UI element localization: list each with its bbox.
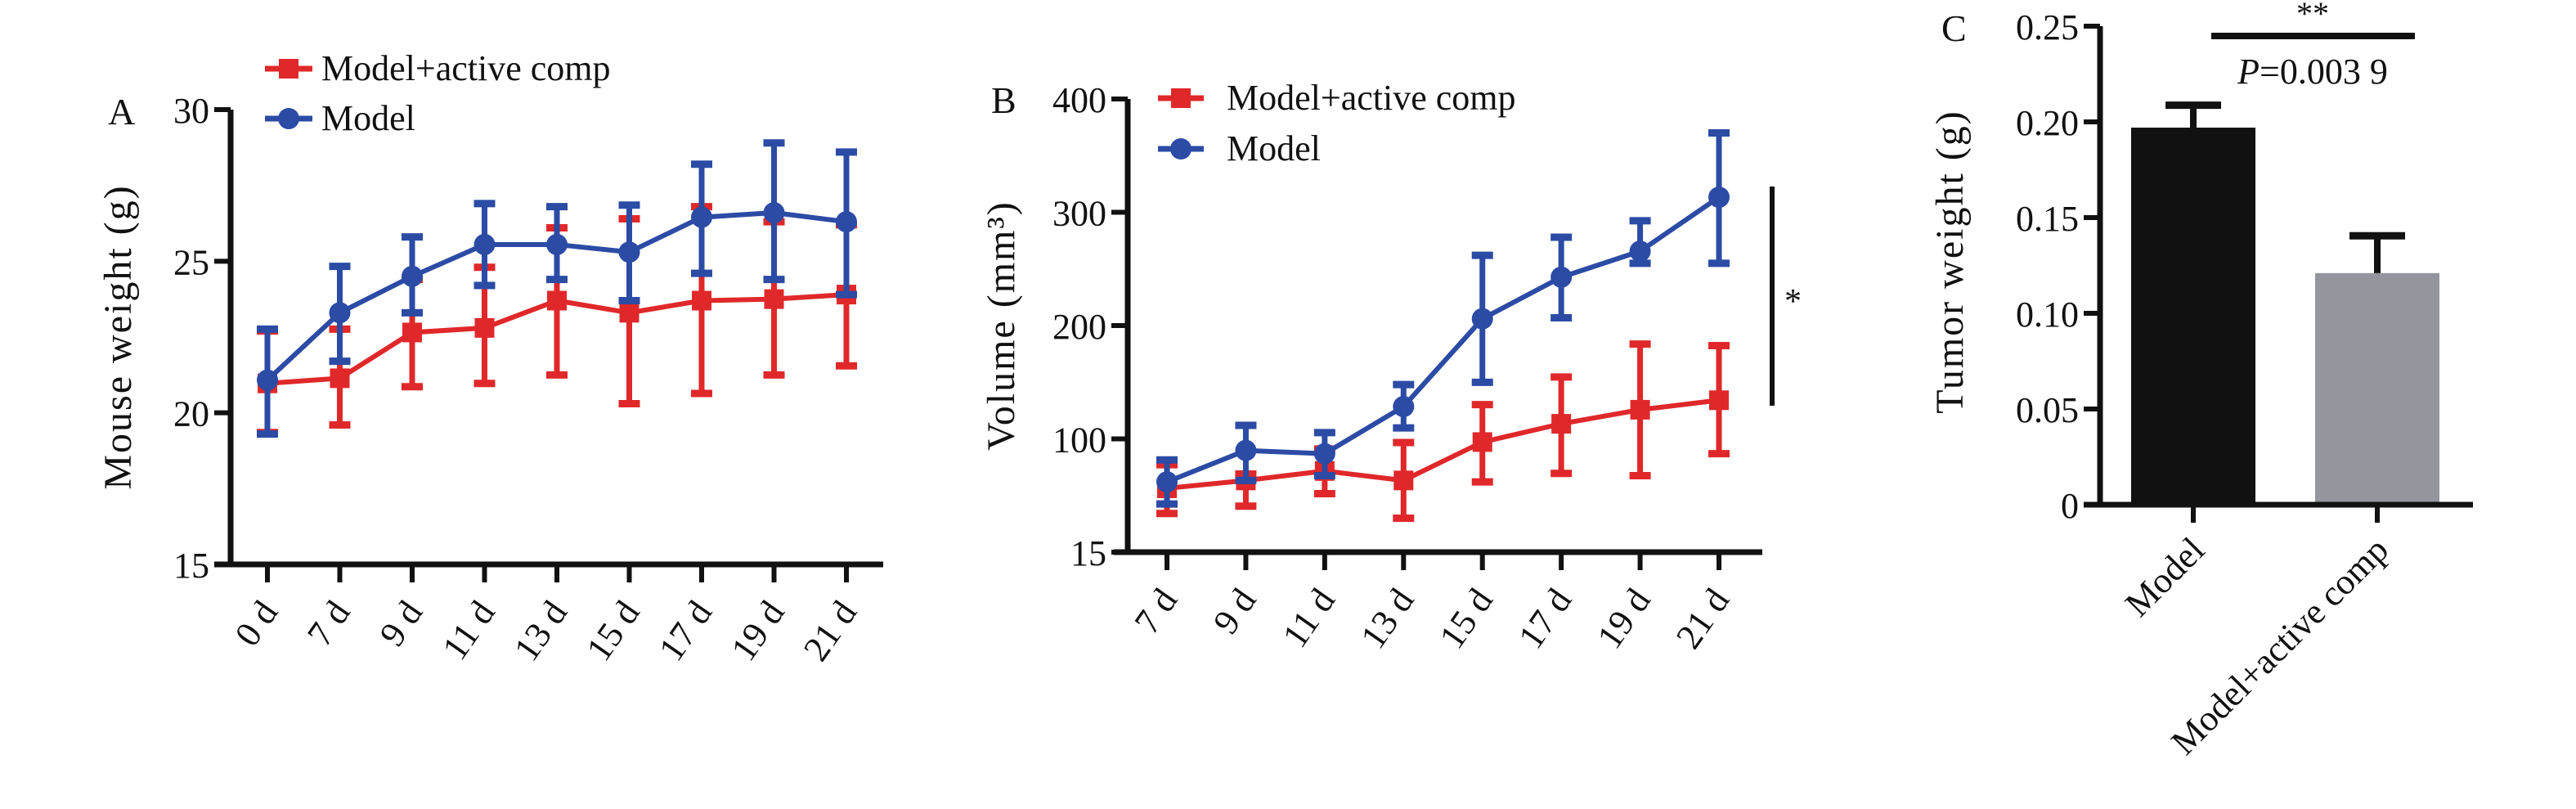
data-point-circle: [1471, 308, 1493, 330]
x-tick-label: 19 d: [1589, 582, 1658, 656]
square-marker-icon: [1171, 88, 1191, 108]
x-tick-label: 9 d: [372, 594, 431, 654]
x-tick-label: 15 d: [578, 594, 647, 668]
p-value: =0.003 9: [2260, 52, 2388, 92]
data-point-circle: [329, 302, 351, 324]
x-tick-label: 21 d: [1668, 582, 1737, 656]
panel-b-letter: B: [991, 79, 1016, 121]
legend-item-model: Model: [265, 98, 415, 138]
y-tick-label: 30: [173, 91, 209, 131]
x-tick-label: Model: [2117, 529, 2212, 624]
data-point-square: [1472, 432, 1492, 452]
panel-c-p-value: P=0.003 9: [2237, 52, 2388, 92]
x-tick-label: 13 d: [1353, 582, 1421, 656]
y-tick-label: 200: [1052, 307, 1106, 347]
x-tick-label: 15 d: [1432, 582, 1501, 656]
data-point-circle: [1235, 439, 1257, 461]
y-tick-label: 0.05: [2016, 390, 2079, 430]
panel-c-letter: C: [1941, 7, 1967, 49]
data-point-square: [1551, 414, 1572, 434]
data-point-square: [1393, 470, 1414, 491]
data-point-circle: [257, 369, 278, 391]
legend-label: Model+active comp: [1227, 78, 1515, 118]
legend-label: Model+active comp: [321, 48, 610, 88]
data-point-square: [692, 290, 711, 311]
series-line: [1165, 195, 1721, 484]
data-point-circle: [546, 233, 568, 255]
panel-a-legend: Model+active comp Model: [265, 48, 610, 138]
y-tick-label: 300: [1052, 194, 1106, 234]
data-point-circle: [1708, 187, 1730, 209]
data-point-square: [1630, 399, 1650, 420]
legend-label: Model: [1227, 128, 1321, 169]
y-tick-label: 0.20: [2016, 103, 2079, 143]
data-point-circle: [1156, 471, 1178, 493]
y-tick-label: 0.25: [2016, 7, 2079, 47]
y-tick-label: 25: [173, 242, 209, 282]
x-tick-label: 13 d: [506, 594, 575, 668]
series-model: [1156, 129, 1730, 508]
y-tick-label: 400: [1052, 80, 1106, 120]
circle-marker-icon: [278, 108, 299, 129]
panel-b-y-axis-label: Volume (mm³): [980, 200, 1023, 450]
x-tick-label: 0 d: [227, 594, 286, 654]
data-point-square: [547, 290, 567, 311]
x-tick-label: 19 d: [723, 594, 792, 668]
legend-item-model-active-comp: Model+active comp: [265, 48, 610, 88]
panel-a-letter: A: [108, 91, 135, 133]
data-point-circle: [1629, 240, 1651, 263]
x-tick-label: 21 d: [796, 594, 864, 668]
x-tick-label: 11 d: [434, 594, 502, 667]
y-tick-label: 0.10: [2016, 294, 2079, 335]
legend-item-model-active-comp: Model+active comp: [1158, 78, 1515, 118]
bar: [2131, 128, 2255, 505]
data-point-circle: [1393, 396, 1415, 418]
panel-c: C Tumor weight (g) 0 0.05 0.10 0.15 0.20 0.25…: [1928, 0, 2473, 762]
y-tick-label: 20: [173, 394, 209, 434]
y-tick-label: 0: [2061, 486, 2079, 526]
bar: [2315, 272, 2439, 505]
data-point-square: [619, 303, 640, 323]
data-point-circle: [402, 265, 423, 287]
x-tick-label: 17 d: [651, 594, 720, 668]
x-tick-label: 17 d: [1510, 582, 1579, 656]
data-point-circle: [1551, 266, 1573, 288]
series-model-active-comp: [1156, 340, 1730, 522]
x-tick-label: 7 d: [1127, 582, 1186, 641]
legend-label: Model: [321, 98, 415, 138]
panel-c-significance-stars: **: [2296, 0, 2329, 32]
data-point-square: [474, 317, 495, 338]
x-tick-label: 7 d: [299, 594, 358, 654]
y-tick-label: 100: [1052, 420, 1106, 461]
series-model: [257, 139, 857, 438]
panel-c-y-axis-label: Tumor weight (g): [1928, 110, 1972, 414]
square-marker-icon: [279, 59, 298, 79]
panel-b: B Volume (mm³) 15 100 200 300 400 7 d 9 d 11 d…: [980, 78, 1802, 656]
y-axis-label-text: Volume (mm³): [980, 200, 1023, 450]
data-point-square: [402, 322, 422, 343]
data-point-circle: [618, 241, 640, 263]
data-point-square: [330, 368, 350, 389]
x-tick-label: 11 d: [1275, 582, 1343, 655]
legend-item-model: Model: [1158, 128, 1321, 169]
y-tick-label: 15: [173, 546, 209, 586]
y-tick-label: 15: [1070, 533, 1106, 573]
data-point-circle: [473, 233, 496, 255]
panel-b-legend: Model+active comp Model: [1158, 78, 1515, 169]
data-point-circle: [836, 211, 857, 233]
x-tick-label: 9 d: [1205, 582, 1264, 641]
panel-a-y-axis-label: Mouse weight (g): [96, 184, 140, 489]
series-line: [1166, 398, 1720, 491]
y-tick-label: 0.15: [2016, 199, 2079, 239]
data-point-circle: [691, 206, 712, 228]
panel-b-significance-star: *: [1784, 283, 1802, 321]
data-point-circle: [763, 202, 785, 224]
data-point-square: [1709, 390, 1729, 411]
p-label: P: [2237, 52, 2260, 92]
circle-marker-icon: [1170, 138, 1192, 160]
data-point-square: [764, 289, 784, 309]
data-point-circle: [1313, 443, 1335, 465]
